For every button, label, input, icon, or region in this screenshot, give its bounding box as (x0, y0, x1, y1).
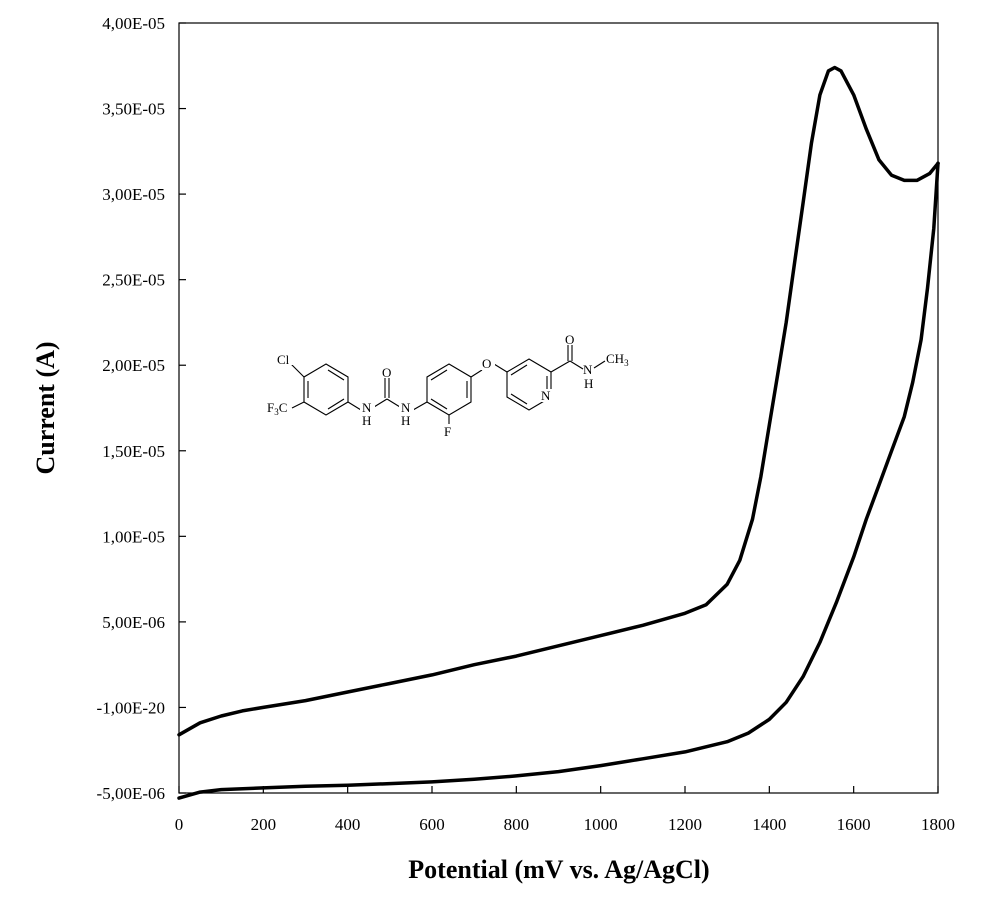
x-tick-label: 1400 (752, 815, 786, 834)
y-tick-label: 3,00E-05 (102, 185, 165, 204)
bond-n-ch3 (593, 360, 606, 369)
atom-ch3: CH3 (606, 351, 629, 368)
bond-nh-ring-b (412, 401, 428, 411)
x-tick-label: 1800 (921, 815, 955, 834)
atom-f: F (444, 424, 451, 439)
cathodic-scan-line (177, 161, 940, 800)
y-tick-label: 5,00E-06 (102, 613, 165, 632)
ring-c-double-bond (510, 393, 528, 405)
bond-carbonyl-n (569, 360, 584, 370)
y-axis: -5,00E-06 -1,00E-20 5,00E-06 1,00E-05 1,50E-… (97, 14, 186, 803)
bond-nh-c (373, 398, 388, 408)
plot-frame (178, 22, 939, 794)
x-tick-label: 0 (175, 815, 184, 834)
atom-nh2-h: H (401, 413, 410, 428)
y-tick-label: 2,50E-05 (102, 271, 165, 290)
bond-ring-b-o (470, 369, 483, 378)
ring-a-double-bond (327, 369, 345, 381)
atom-nh1-h: H (362, 413, 371, 428)
y-tick-label: -5,00E-06 (97, 784, 165, 803)
y-tick-label: 4,00E-05 (102, 14, 165, 33)
series-layer (177, 65, 940, 800)
y-tick-label: 1,00E-05 (102, 527, 165, 546)
molecule-structure (290, 345, 606, 424)
x-tick-label: 1000 (584, 815, 618, 834)
atom-ether-o: O (482, 356, 491, 371)
y-tick-label: 1,50E-05 (102, 442, 165, 461)
x-tick-label: 600 (419, 815, 445, 834)
bond-c-nh (386, 398, 401, 408)
atom-amide-n: N (583, 362, 593, 377)
ring-a (303, 363, 349, 416)
atom-pyridine-n: N (541, 388, 551, 403)
molecule-labels: Cl F3C N H N H O F O N O N H CH3 (267, 332, 629, 439)
ring-c-double-bond (510, 364, 528, 376)
x-axis: 0 200 400 600 800 1000 1200 1400 1600 1800 (175, 786, 955, 834)
atom-amide-o: O (565, 332, 574, 347)
ring-b-double-bond (430, 398, 448, 410)
x-axis-title: Potential (mV vs. Ag/AgCl) (408, 855, 709, 884)
atom-nh2-n: N (401, 400, 411, 415)
bond-cl (290, 363, 305, 378)
y-tick-label: 2,00E-05 (102, 356, 165, 375)
bond-o-ring-c (493, 363, 508, 373)
atom-cl: Cl (277, 352, 290, 367)
x-tick-label: 400 (335, 815, 361, 834)
y-tick-label: 3,50E-05 (102, 100, 165, 119)
x-tick-label: 800 (504, 815, 530, 834)
atom-urea-o: O (382, 365, 391, 380)
ring-b-double-bond (430, 369, 448, 381)
x-tick-label: 1600 (837, 815, 871, 834)
bond-ring-a-nh (347, 401, 362, 411)
bond-ring-c-carbonyl (550, 360, 571, 373)
ring-a-double-bond (327, 398, 345, 410)
x-tick-label: 200 (251, 815, 277, 834)
atom-nh1-n: N (362, 400, 372, 415)
ring-b (426, 363, 472, 416)
atom-f3c: F3C (267, 400, 287, 417)
anodic-scan-line (177, 65, 940, 737)
bond-cf3 (291, 401, 305, 409)
x-tick-label: 1200 (668, 815, 702, 834)
atom-amide-h: H (584, 376, 593, 391)
y-tick-label: -1,00E-20 (97, 698, 165, 717)
y-axis-title: Current (A) (31, 341, 60, 474)
